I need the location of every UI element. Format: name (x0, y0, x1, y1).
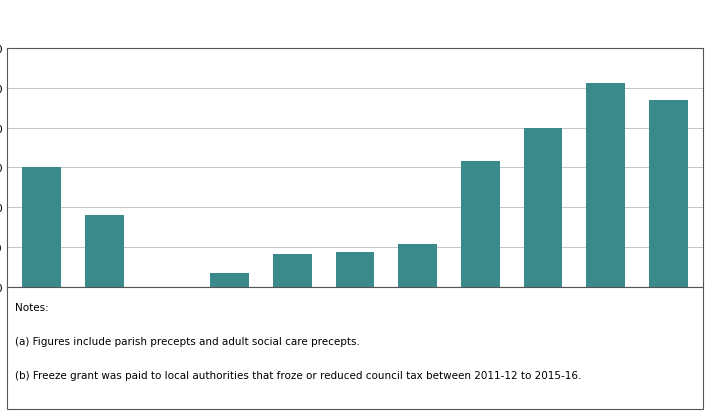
Bar (273, 255, 312, 287)
Bar (649, 101, 688, 287)
Bar (461, 162, 500, 287)
FancyBboxPatch shape (7, 287, 703, 409)
Text: (b) Freeze grant was paid to local authorities that froze or reduced council tax: (b) Freeze grant was paid to local autho… (16, 370, 581, 380)
Text: (a) Figures include parish precepts and adult social care precepts.: (a) Figures include parish precepts and … (16, 336, 360, 346)
Text: Notes:: Notes: (16, 302, 49, 312)
Bar (336, 252, 374, 287)
Bar (84, 216, 124, 287)
Bar (210, 273, 249, 287)
Bar (523, 128, 562, 287)
Bar (586, 84, 626, 287)
Text: (a)(b): (a)(b) (663, 11, 688, 20)
Text: Chart A: Average Band D council tax in England percentage change 2009-10 to 2019: Chart A: Average Band D council tax in E… (14, 20, 646, 33)
Bar (398, 244, 437, 287)
Bar (22, 168, 61, 287)
